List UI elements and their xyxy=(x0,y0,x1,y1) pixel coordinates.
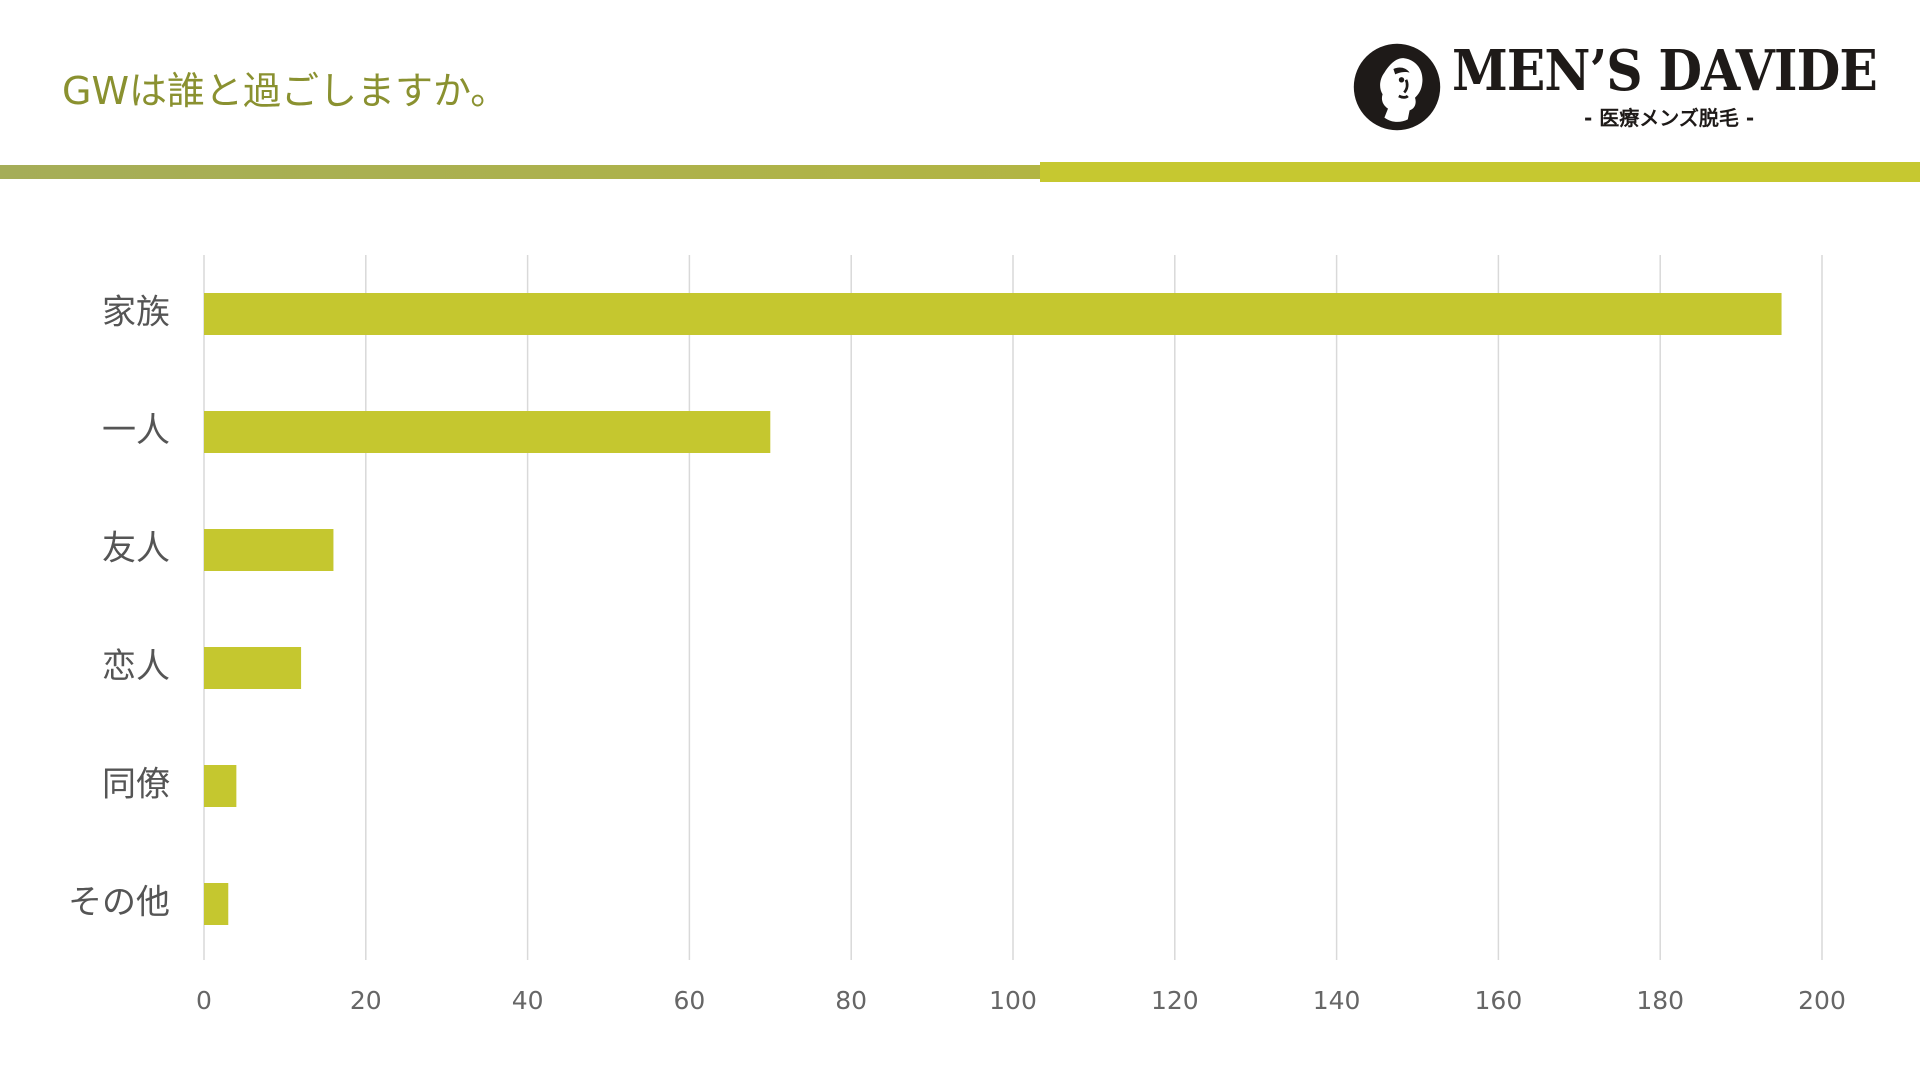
x-tick-label: 180 xyxy=(1636,986,1684,1015)
page-title: GWは誰と過ごしますか。 xyxy=(62,69,509,113)
x-tick-label: 60 xyxy=(673,986,705,1015)
brand-logo: MEN’S DAVIDE - 医療メンズ脱毛 - xyxy=(1352,38,1878,136)
category-label: 友人 xyxy=(102,529,170,569)
category-label: 同僚 xyxy=(102,765,170,805)
category-label: その他 xyxy=(68,883,170,923)
x-tick-label: 0 xyxy=(196,986,212,1015)
x-tick-label: 140 xyxy=(1313,986,1361,1015)
header-band-right xyxy=(1040,162,1920,182)
bar xyxy=(204,647,302,689)
category-label: 家族 xyxy=(102,293,170,333)
x-tick-label: 40 xyxy=(512,986,544,1015)
bar xyxy=(204,883,229,925)
david-bust-medallion-icon xyxy=(1353,43,1441,131)
category-label: 一人 xyxy=(102,411,170,451)
header-band-left xyxy=(0,165,1042,179)
x-tick-label: 20 xyxy=(350,986,382,1015)
bar xyxy=(204,529,334,571)
x-tick-label: 200 xyxy=(1798,986,1846,1015)
category-label: 恋人 xyxy=(102,647,170,687)
x-tick-label: 80 xyxy=(835,986,867,1015)
x-tick-label: 100 xyxy=(989,986,1037,1015)
logo-wordmark: MEN’S DAVIDE xyxy=(1452,38,1878,104)
x-tick-label: 120 xyxy=(1151,986,1199,1015)
bar xyxy=(204,293,1782,335)
bar xyxy=(204,765,237,807)
logo-subtitle: - 医療メンズ脱毛 - xyxy=(1584,106,1755,130)
bar xyxy=(204,411,771,453)
x-tick-label: 160 xyxy=(1475,986,1523,1015)
